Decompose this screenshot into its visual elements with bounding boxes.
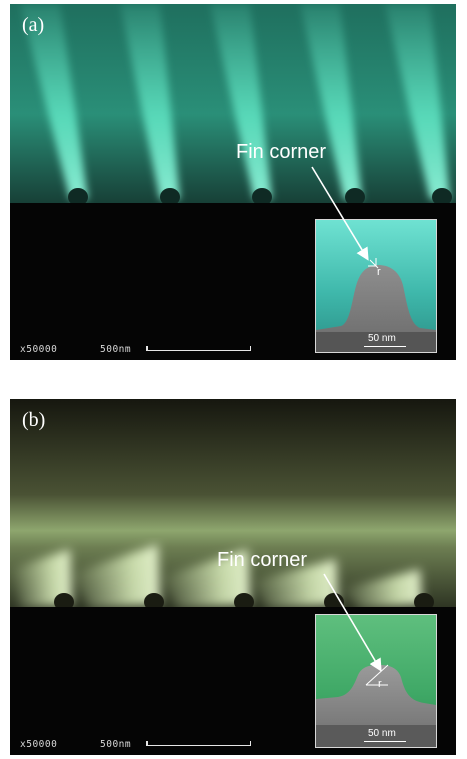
scale-bar bbox=[146, 741, 251, 746]
inset-scale-text: 50 nm bbox=[368, 728, 396, 739]
scale-bar bbox=[146, 346, 251, 351]
panel-label: (b) bbox=[22, 409, 46, 431]
fin-corner-callout: Fin corner bbox=[217, 549, 308, 571]
panel-label: (a) bbox=[22, 14, 45, 36]
sem-image-b bbox=[10, 399, 456, 755]
sem-info-bar: x50000 500nm bbox=[10, 336, 456, 360]
scale-bar-text: 500nm bbox=[100, 739, 132, 750]
sem-panel-a: (a) Fin corner r 50 nm bbox=[10, 4, 456, 360]
scale-bar-text: 500nm bbox=[100, 344, 132, 355]
fin-corner-callout: Fin corner bbox=[236, 141, 327, 163]
sem-image-a bbox=[10, 4, 456, 360]
inset-image-b: r 50 nm bbox=[315, 614, 437, 748]
magnification-text: x50000 bbox=[20, 344, 58, 355]
inset-image-a: r 50 nm bbox=[315, 219, 437, 353]
sem-panel-b: (b) Fin corner r 50 nm bbox=[10, 399, 456, 755]
inset-scale-bar bbox=[364, 346, 406, 347]
inset-scale-bar bbox=[364, 741, 406, 742]
magnification-text: x50000 bbox=[20, 739, 58, 750]
inset-scale-text: 50 nm bbox=[368, 333, 396, 344]
radius-label: r bbox=[377, 266, 381, 278]
sem-info-bar: x50000 500nm bbox=[10, 731, 456, 755]
radius-label: r bbox=[378, 678, 382, 690]
